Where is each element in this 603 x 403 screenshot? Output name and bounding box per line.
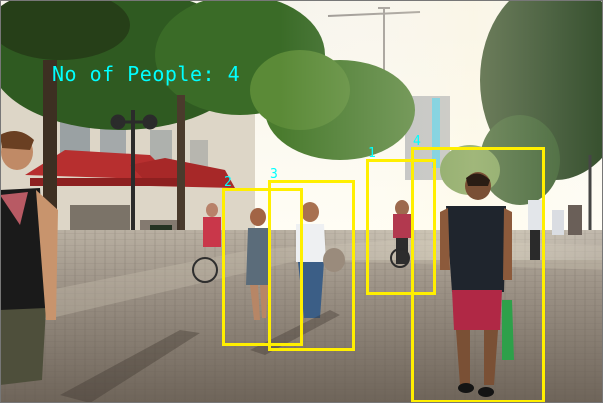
cyclist-left xyxy=(192,203,221,283)
detection-id-2: 2 xyxy=(224,175,232,190)
detection-box-3 xyxy=(268,180,355,351)
pedestrian-3 xyxy=(296,202,345,318)
people-count-label: No of People: 4 xyxy=(52,62,241,86)
woman-foreground-left xyxy=(0,131,58,385)
detection-id-1: 1 xyxy=(368,146,376,161)
detection-box-1 xyxy=(366,159,436,295)
far-pedestrians-right xyxy=(528,200,582,260)
detection-box-4 xyxy=(411,147,545,403)
pedestrian-1 xyxy=(390,200,411,268)
detection-id-4: 4 xyxy=(413,134,421,149)
pedestrian-2 xyxy=(246,208,270,320)
detection-box-2 xyxy=(222,188,303,346)
detection-id-3: 3 xyxy=(270,167,278,182)
pedestrian-4 xyxy=(440,172,514,397)
